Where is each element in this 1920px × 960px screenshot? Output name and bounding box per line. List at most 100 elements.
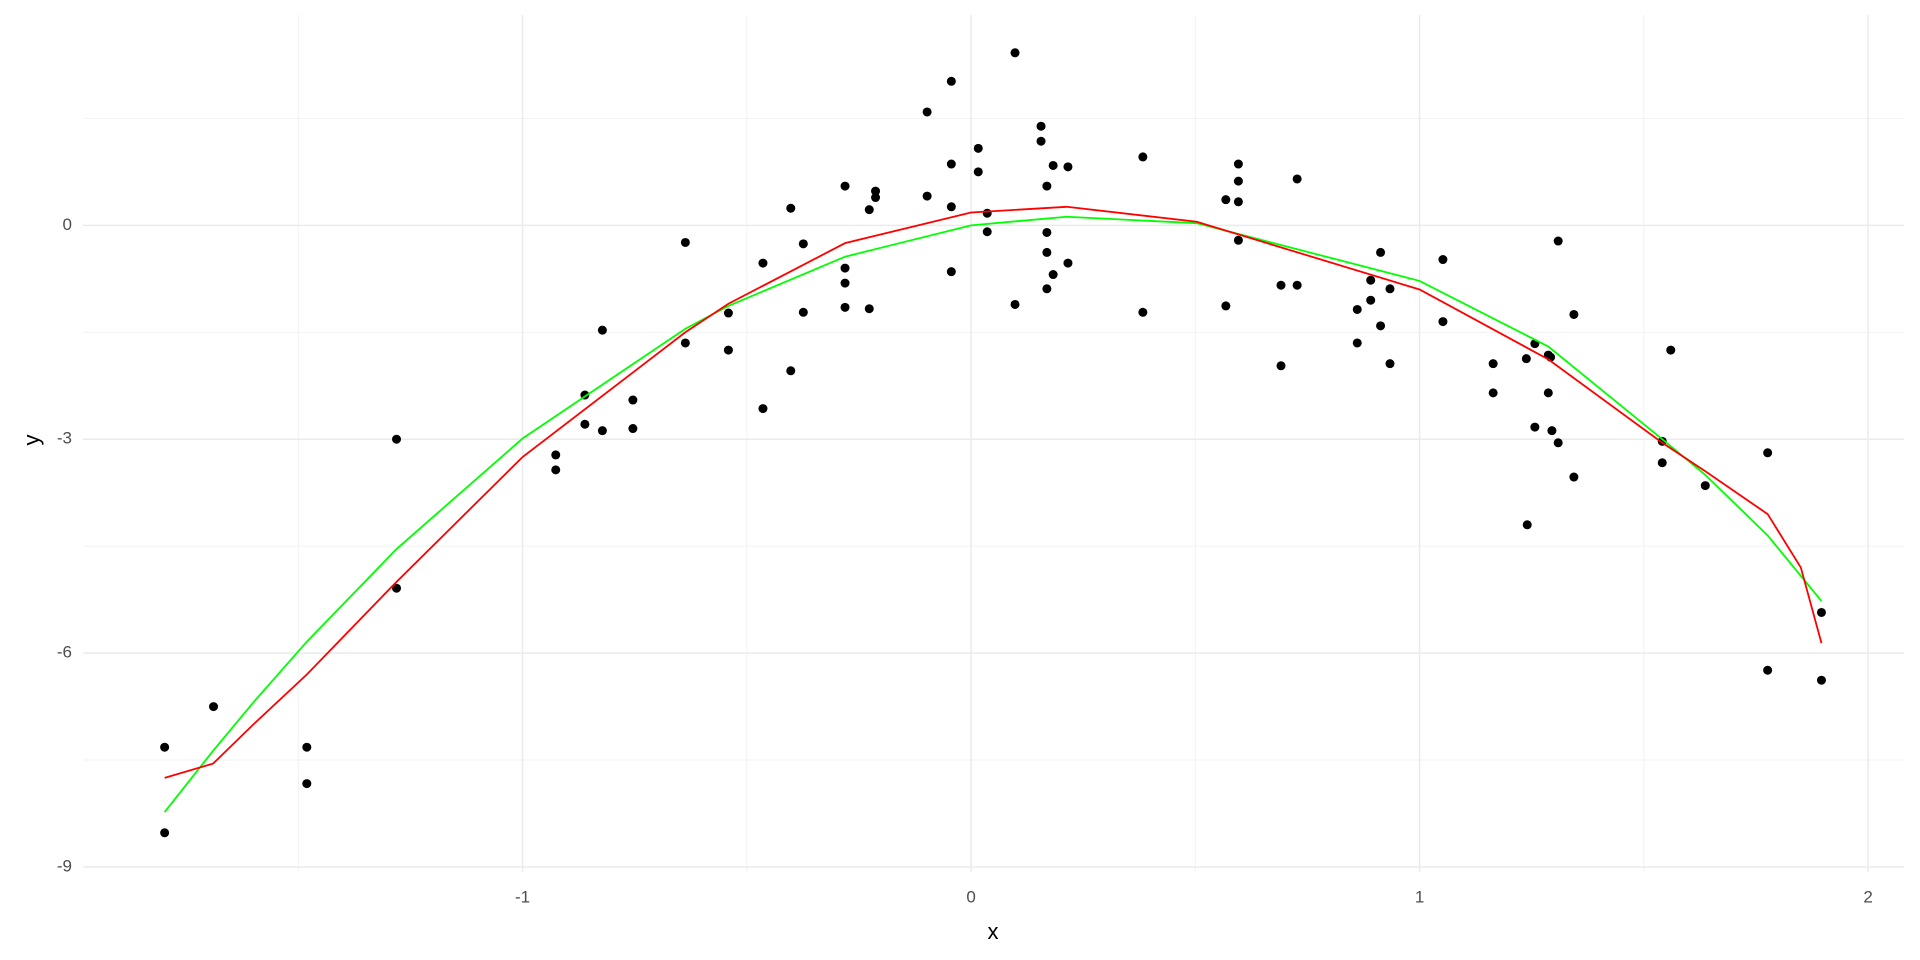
point [723, 345, 733, 355]
point [1700, 481, 1710, 491]
point [946, 202, 956, 212]
point [982, 208, 992, 218]
point [1042, 247, 1052, 257]
point [1366, 275, 1376, 285]
point [1138, 307, 1148, 317]
point [160, 828, 170, 838]
point [1042, 284, 1052, 294]
point [840, 263, 850, 273]
point [1763, 665, 1773, 675]
point [1063, 162, 1073, 172]
y-tick-label: -9 [57, 856, 72, 875]
point [840, 278, 850, 288]
point [1553, 236, 1563, 246]
point [922, 107, 932, 117]
point [1221, 195, 1231, 205]
point [1547, 426, 1557, 436]
point [1048, 270, 1058, 280]
point [628, 424, 638, 434]
point [1553, 438, 1563, 448]
point [1221, 301, 1231, 311]
point [758, 404, 768, 414]
x-tick-label: 1 [1415, 887, 1424, 906]
point [1352, 338, 1362, 348]
point [871, 186, 881, 196]
point [1036, 136, 1046, 146]
point [1376, 247, 1386, 257]
point [1063, 258, 1073, 268]
point [580, 419, 590, 429]
y-tick-label: 0 [63, 215, 72, 234]
point [1233, 235, 1243, 245]
point [864, 205, 874, 215]
point [392, 583, 402, 593]
y-tick-label: -3 [57, 429, 72, 448]
point [1352, 304, 1362, 314]
point [1233, 176, 1243, 186]
point [1010, 48, 1020, 58]
point [786, 203, 796, 213]
point [871, 193, 881, 203]
point [1048, 160, 1058, 170]
y-axis-title: y [19, 435, 44, 446]
point [1438, 317, 1448, 327]
point [1366, 295, 1376, 305]
point [1042, 181, 1052, 191]
point [723, 308, 733, 318]
point [551, 450, 561, 460]
point [1233, 197, 1243, 207]
point [1530, 422, 1540, 432]
point [1763, 448, 1773, 458]
point [1292, 174, 1302, 184]
point [551, 465, 561, 475]
point [1138, 152, 1148, 162]
point [973, 143, 983, 153]
fit-line [163, 215, 1823, 813]
point [209, 702, 219, 712]
point [1666, 345, 1676, 355]
point [302, 779, 312, 789]
point [1521, 354, 1531, 364]
point [1010, 299, 1020, 309]
point [1042, 227, 1052, 237]
point [1276, 280, 1286, 290]
y-tick-label: -6 [57, 643, 72, 662]
point [1816, 675, 1826, 685]
point [1569, 472, 1579, 482]
point [798, 239, 808, 249]
point [1816, 607, 1826, 617]
point [973, 167, 983, 177]
point [680, 338, 690, 348]
point [597, 325, 607, 335]
point [1488, 359, 1498, 369]
x-tick-label: 2 [1863, 887, 1872, 906]
point [840, 181, 850, 191]
point [786, 366, 796, 376]
point [982, 227, 992, 237]
point [1569, 309, 1579, 319]
point [628, 395, 638, 405]
point [946, 76, 956, 86]
point [1488, 388, 1498, 398]
point [1522, 520, 1532, 530]
point [946, 159, 956, 169]
point [597, 426, 607, 436]
point [1376, 321, 1386, 331]
point [1385, 284, 1395, 294]
x-axis-title: x [988, 919, 999, 944]
fit-line [164, 205, 1823, 779]
point [1036, 121, 1046, 131]
point [922, 191, 932, 201]
point [1292, 280, 1302, 290]
point [1543, 388, 1553, 398]
point [160, 742, 170, 752]
x-tick-label: -1 [515, 887, 530, 906]
point [840, 302, 850, 312]
point [1276, 361, 1286, 371]
point [1438, 255, 1448, 265]
x-tick-label: 0 [966, 887, 975, 906]
point [392, 434, 402, 444]
point [864, 304, 874, 314]
point [1385, 359, 1395, 369]
